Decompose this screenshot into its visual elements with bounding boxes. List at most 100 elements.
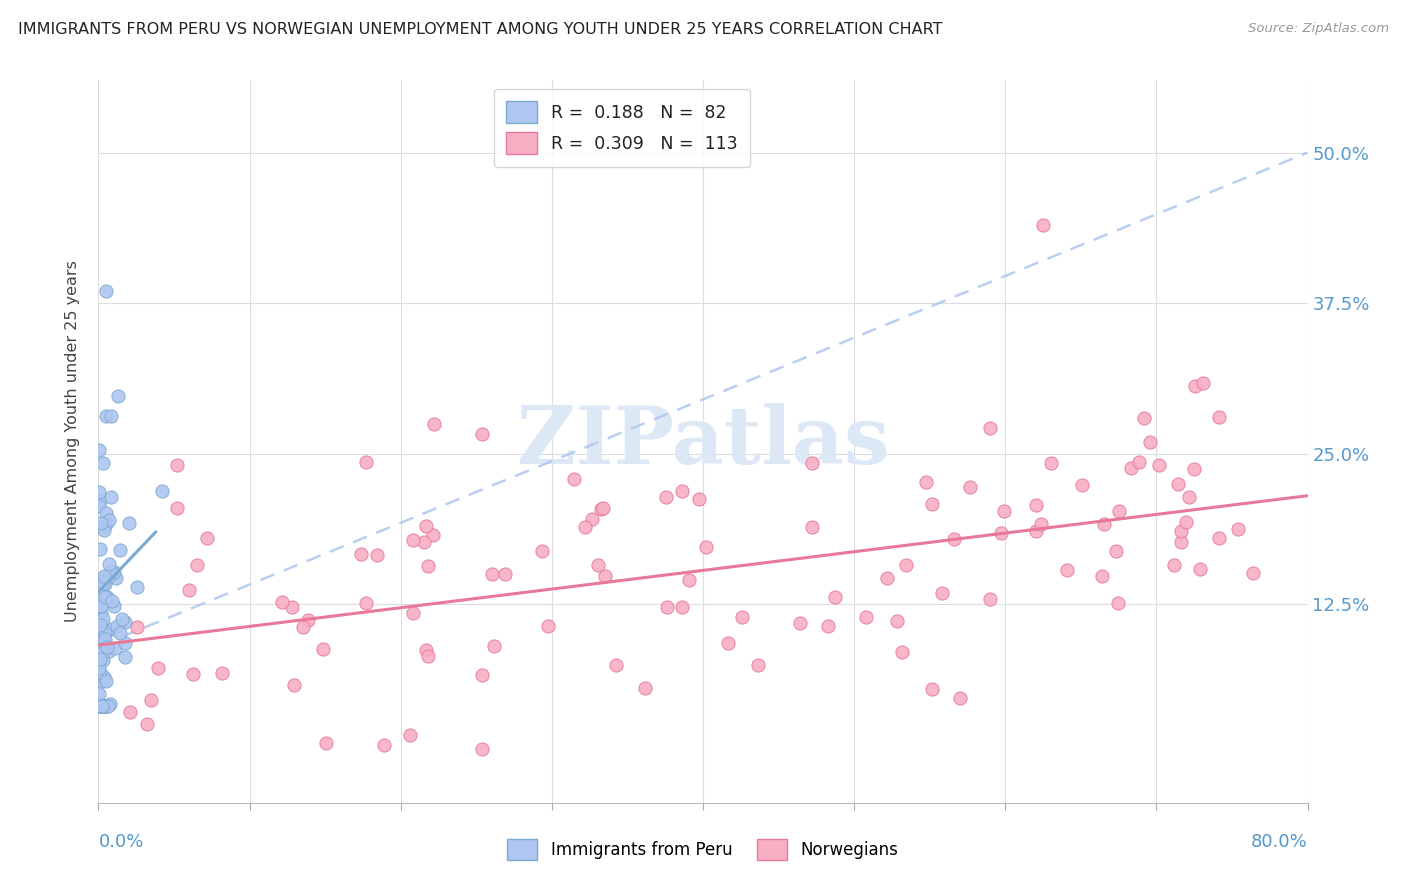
Point <box>186 558 208 572</box>
Point <box>89 696 111 710</box>
Point <box>801 520 824 534</box>
Point <box>979 421 1001 435</box>
Point <box>1189 562 1212 576</box>
Point <box>494 567 516 582</box>
Point <box>586 558 609 573</box>
Text: 80.0%: 80.0% <box>1251 833 1308 851</box>
Point <box>96 674 118 689</box>
Point <box>373 739 395 753</box>
Point <box>593 568 616 582</box>
Point <box>283 678 305 692</box>
Point <box>91 699 114 714</box>
Point <box>110 625 132 640</box>
Point <box>89 442 111 457</box>
Point <box>1128 455 1150 469</box>
Point <box>89 640 111 655</box>
Text: IMMIGRANTS FROM PERU VS NORWEGIAN UNEMPLOYMENT AMONG YOUTH UNDER 25 YEARS CORREL: IMMIGRANTS FROM PERU VS NORWEGIAN UNEMPL… <box>18 22 943 37</box>
Point <box>281 599 304 614</box>
Point <box>94 625 117 640</box>
Y-axis label: Unemployment Among Youth under 25 years: Unemployment Among Youth under 25 years <box>65 260 80 623</box>
Point <box>789 616 811 631</box>
Point <box>993 503 1015 517</box>
Point <box>96 590 118 604</box>
Point <box>921 681 943 696</box>
Point <box>103 599 125 613</box>
Point <box>101 594 124 608</box>
Point <box>166 501 188 516</box>
Point <box>695 540 717 554</box>
Point <box>270 595 292 609</box>
Point <box>1226 522 1249 536</box>
Point <box>93 628 115 642</box>
Point <box>94 632 117 646</box>
Point <box>100 490 122 504</box>
Point <box>574 520 596 534</box>
Point <box>89 485 111 500</box>
Point <box>89 573 111 587</box>
Point <box>423 417 446 431</box>
Point <box>90 699 112 714</box>
Point <box>990 525 1012 540</box>
Point <box>98 513 121 527</box>
Point <box>90 616 112 631</box>
Point <box>657 599 679 614</box>
Point <box>89 541 111 556</box>
Point <box>89 661 111 675</box>
Point <box>91 624 114 639</box>
Point <box>211 666 233 681</box>
Point <box>855 610 877 624</box>
Point <box>1039 456 1062 470</box>
Point <box>100 564 122 578</box>
Point <box>91 699 114 714</box>
Point <box>93 576 115 591</box>
Point <box>731 609 754 624</box>
Point <box>366 549 388 563</box>
Point <box>89 699 111 714</box>
Point <box>103 565 125 579</box>
Point <box>581 512 603 526</box>
Point <box>418 648 440 663</box>
Point <box>93 590 115 604</box>
Point <box>90 599 112 614</box>
Point <box>166 458 188 473</box>
Point <box>418 558 440 573</box>
Point <box>1031 517 1053 532</box>
Point <box>107 389 129 403</box>
Point <box>98 557 121 571</box>
Point <box>481 566 503 581</box>
Point <box>605 658 627 673</box>
Point <box>94 284 117 298</box>
Point <box>135 716 157 731</box>
Point <box>90 646 112 660</box>
Point <box>94 699 117 714</box>
Legend: Immigrants from Peru, Norwegians: Immigrants from Peru, Norwegians <box>501 832 905 867</box>
Text: 0.0%: 0.0% <box>98 833 143 851</box>
Point <box>104 640 127 655</box>
Point <box>1071 478 1094 492</box>
Point <box>914 475 936 490</box>
Point <box>942 533 965 547</box>
Point <box>183 667 205 681</box>
Point <box>537 618 560 632</box>
Point <box>1104 543 1126 558</box>
Point <box>89 499 111 513</box>
Point <box>655 490 678 504</box>
Point <box>1107 596 1129 610</box>
Point <box>141 693 163 707</box>
Point <box>824 590 846 604</box>
Point <box>114 636 136 650</box>
Point <box>89 699 111 714</box>
Point <box>471 426 494 441</box>
Point <box>562 472 585 486</box>
Point <box>591 501 613 516</box>
Point <box>91 576 114 591</box>
Point <box>91 612 114 626</box>
Point <box>105 619 128 633</box>
Point <box>91 635 114 649</box>
Point <box>350 547 373 561</box>
Point <box>1091 568 1114 582</box>
Point <box>671 599 693 614</box>
Point <box>896 558 918 573</box>
Point <box>93 523 115 537</box>
Point <box>91 653 114 667</box>
